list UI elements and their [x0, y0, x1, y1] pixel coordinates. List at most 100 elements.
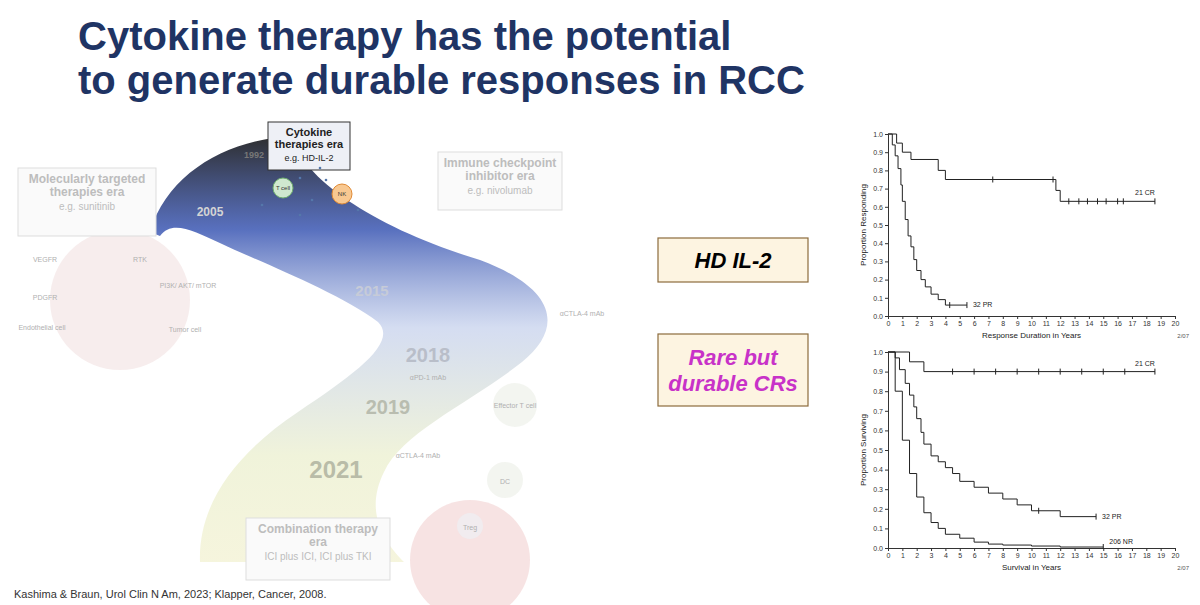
tick: 0.5 — [873, 222, 888, 229]
cytokine-dot — [319, 167, 322, 170]
tick-mark — [885, 528, 888, 529]
tick-mark — [1118, 316, 1119, 319]
era-box-frame — [18, 168, 156, 236]
x-axis: 01234567891011121314151617181920 — [887, 316, 1180, 327]
censor-tick — [966, 302, 967, 308]
cytokine-dot — [325, 179, 328, 182]
cytokine-dot — [261, 204, 264, 207]
diagram-label: PI3K/ AKT/ mTOR — [160, 282, 217, 289]
tick: 18 — [1143, 316, 1151, 327]
tick-mark — [1175, 548, 1176, 551]
tick-mark — [1146, 316, 1147, 319]
x-axis: 01234567891011121314151617181920 — [887, 548, 1180, 559]
era-subtitle: ICI plus ICI, ICI plus TKI — [264, 551, 371, 562]
tick: 13 — [1071, 548, 1079, 559]
tick-mark — [885, 352, 888, 353]
series-labels: 21 CR32 PR206 NR — [1102, 360, 1155, 545]
tick-mark — [945, 548, 946, 551]
censor-tick — [1097, 198, 1098, 204]
tick-label: 0.8 — [873, 388, 883, 395]
tick-mark — [885, 261, 888, 262]
tick-mark — [885, 207, 888, 208]
cytokine-dot — [299, 177, 302, 180]
tick: 3 — [930, 548, 934, 559]
tick-label: 0.4 — [873, 240, 883, 247]
cell-circle — [273, 178, 293, 198]
tick-label: 6 — [973, 552, 977, 559]
tick-mark — [1146, 548, 1147, 551]
cytokine-dot — [357, 209, 360, 212]
tick: 20 — [1172, 548, 1180, 559]
tick-mark — [1103, 316, 1104, 319]
tick: 0.7 — [873, 408, 888, 415]
tick-label: 0.3 — [873, 258, 883, 265]
censor-tick — [1081, 369, 1082, 375]
censor-tick — [1087, 198, 1088, 204]
tick: 0.1 — [873, 525, 888, 532]
censor-tick — [1103, 369, 1104, 375]
decor-cell — [457, 513, 483, 539]
tick-mark — [885, 450, 888, 451]
era-box-frame — [268, 122, 350, 170]
diagram-label: PDGFR — [33, 294, 58, 301]
tick: 17 — [1129, 548, 1137, 559]
plot-area — [888, 134, 1155, 308]
tick-label: 10 — [1028, 552, 1036, 559]
callout-text: HD IL-2 — [695, 248, 773, 273]
tick: 10 — [1028, 548, 1036, 559]
era-box: Combination therapyeraICI plus ICI, ICI … — [246, 518, 390, 580]
tick: 0.9 — [873, 149, 888, 156]
tick-label: 0.1 — [873, 525, 883, 532]
censor-tick — [1124, 369, 1125, 375]
tick: 0.5 — [873, 447, 888, 454]
tick: 13 — [1071, 316, 1079, 327]
decor-cell — [493, 383, 537, 427]
censor-tick — [1017, 369, 1018, 375]
km-curve — [888, 352, 1155, 372]
timeline-year: 2018 — [406, 344, 451, 366]
axis-line — [889, 317, 1176, 320]
censor-tick — [1117, 198, 1118, 204]
diagram-label: VEGFR — [33, 256, 57, 263]
tick-label: 15 — [1100, 552, 1108, 559]
tick: 0.3 — [873, 258, 888, 265]
tick: 1 — [901, 316, 905, 327]
tick-mark — [917, 548, 918, 551]
series-label: 206 NR — [1109, 538, 1133, 545]
era-box: Molecularly targetedtherapies erae.g. su… — [18, 168, 156, 236]
tick-mark — [885, 298, 888, 299]
x-axis-title: Survival in Years — [1002, 563, 1061, 572]
tick-label: 16 — [1114, 552, 1122, 559]
tick-mark — [1132, 548, 1133, 551]
tick-label: 0.9 — [873, 149, 883, 156]
tick: 11 — [1043, 548, 1050, 559]
tick: 12 — [1057, 316, 1065, 327]
y-axis-title: Proportion Surviving — [859, 414, 868, 486]
tick-label: 0.9 — [873, 368, 883, 375]
tick-label: 2 — [915, 552, 919, 559]
timeline-year: 2019 — [366, 396, 411, 418]
tick: 0.8 — [873, 388, 888, 395]
tick: 0 — [887, 548, 891, 559]
timeline-year: 2015 — [355, 282, 388, 299]
tick-mark — [885, 470, 888, 471]
tick-label: 0.5 — [873, 447, 883, 454]
tick-mark — [885, 152, 888, 153]
era-title: Immune checkpointinhibitor era — [444, 156, 557, 183]
tick-mark — [974, 316, 975, 319]
timeline-year: 1992 — [244, 150, 264, 160]
tick-mark — [1075, 548, 1076, 551]
series-labels: 21 CR32 PR — [973, 189, 1155, 308]
tick: 20 — [1172, 316, 1180, 327]
tick-mark — [1003, 316, 1004, 319]
tick-label: 14 — [1086, 320, 1094, 327]
censor-tick — [1068, 198, 1069, 204]
tick-label: 0.0 — [873, 313, 883, 320]
cell-label: T cell — [276, 185, 290, 191]
era-box-frame — [438, 152, 562, 210]
censor-tick — [1103, 544, 1104, 549]
diagram-label: Tumor cell — [169, 326, 202, 333]
censor-tick — [1060, 369, 1061, 375]
tick: 0.6 — [873, 427, 888, 434]
tick-mark — [885, 225, 888, 226]
